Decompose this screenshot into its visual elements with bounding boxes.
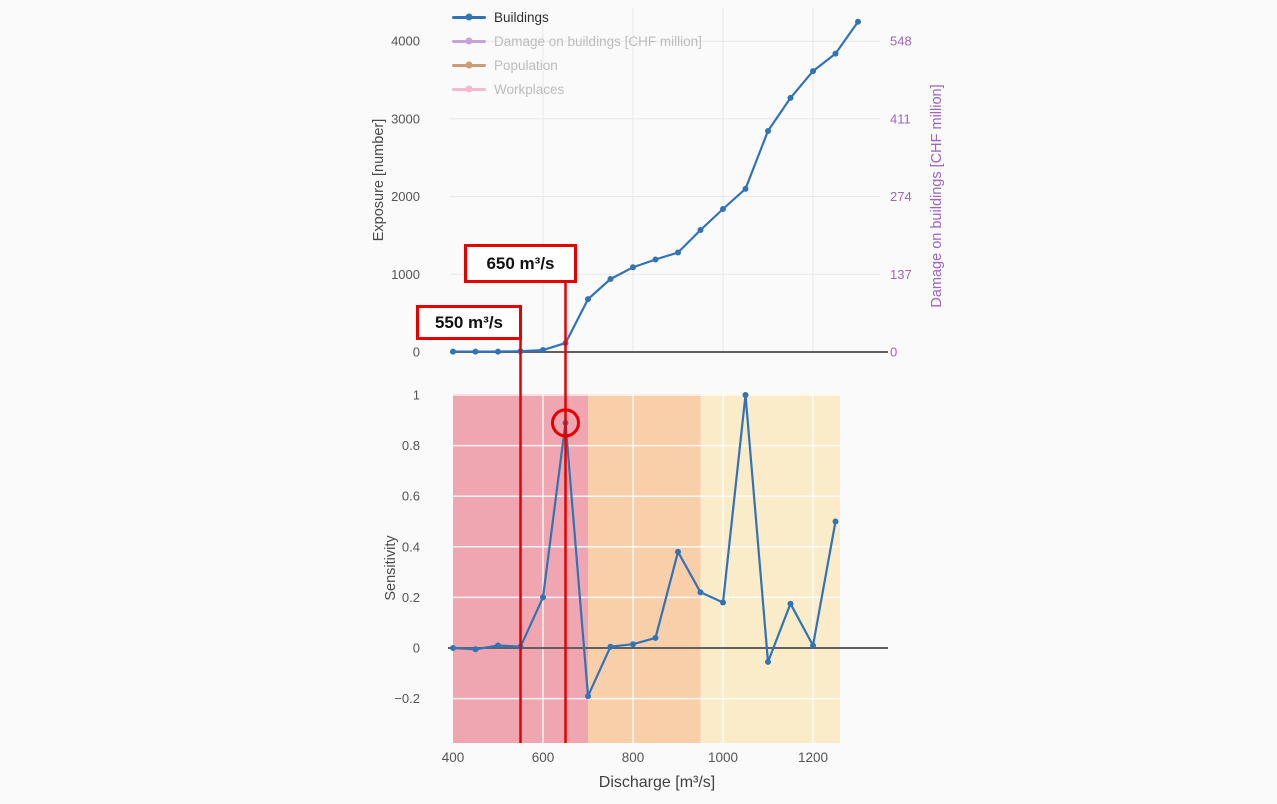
top-right-tick-label: 274 [890,189,912,204]
top-right-tick-label: 411 [890,111,911,126]
sensitivity-marker [473,646,479,652]
top-right-tick-label: 0 [890,345,897,360]
buildings-marker [473,349,479,355]
buildings-marker [495,349,501,355]
bottom-y-tick-label: 1 [413,388,420,403]
sensitivity-dashboard: 0 0 1000 137 2000 274 3000 411 4000 548 −0.2 0 0.2 0.… [0,0,1277,804]
sensitivity-marker [743,392,749,398]
buildings-marker [765,128,771,134]
legend-label: Workplaces [494,82,564,97]
sensitivity-marker [833,519,839,525]
buildings-marker [720,206,726,212]
sensitivity-marker [788,601,794,607]
sensitivity-marker [653,635,659,641]
legend-item-workplaces[interactable]: Workplaces [452,77,702,101]
buildings-marker [743,186,749,192]
x-tick-label: 600 [532,750,555,765]
sensitivity-marker [630,641,636,647]
top-y2-axis-title: Damage on buildings [CHF million] [929,84,945,307]
sensitivity-marker [540,594,546,600]
top-left-tick-label: 1000 [391,267,420,282]
sensitivity-marker [720,599,726,605]
legend-label: Damage on buildings [CHF million] [494,34,702,49]
top-left-tick-label: 4000 [391,34,420,49]
sensitivity-marker [698,589,704,595]
sensitivity-marker [675,549,681,555]
buildings-marker [833,51,839,57]
legend-item-damage-on-buildings-chf-million[interactable]: Damage on buildings [CHF million] [452,29,702,53]
buildings-marker [585,296,591,302]
buildings-marker [450,349,456,355]
bottom-y-tick-label: 0.2 [402,590,420,605]
sensitivity-marker [608,644,614,650]
top-left-tick-label: 3000 [391,111,420,126]
legend-line-marker-icon [452,60,486,70]
top-y-axis-title: Exposure [number] [371,119,387,242]
threshold-label-550: 550 m³/s [416,305,522,340]
threshold-label-650: 650 m³/s [464,244,577,283]
x-tick-label: 800 [622,750,645,765]
legend-label: Population [494,58,558,73]
legend-line-marker-icon [452,84,486,94]
buildings-marker [810,68,816,74]
x-axis-title: Discharge [m³/s] [599,774,715,792]
sensitivity-marker [765,659,771,665]
legend-label: Buildings [494,10,549,25]
buildings-marker [540,347,546,353]
x-tick-label: 1000 [708,750,738,765]
bottom-y-tick-label: 0.4 [402,539,420,554]
x-tick-label: 1200 [798,750,828,765]
legend-item-population[interactable]: Population [452,53,702,77]
buildings-marker [675,250,681,256]
x-tick-label: 400 [442,750,465,765]
sensitivity-marker [495,642,501,648]
charts-svg: 0 0 1000 137 2000 274 3000 411 4000 548 −0.2 0 0.2 0.… [0,0,1277,804]
buildings-marker [855,19,861,25]
top-left-tick-label: 0 [413,345,420,360]
chart-legend: Buildings Damage on buildings [CHF millio… [452,5,702,101]
bottom-y-axis-title: Sensitivity [383,535,399,600]
buildings-marker [653,257,659,263]
sensitivity-marker [585,693,591,699]
top-right-tick-label: 548 [890,34,912,49]
bottom-y-tick-label: −0.2 [394,691,420,706]
sensitivity-marker [450,645,456,651]
bottom-y-tick-label: 0.8 [402,438,420,453]
sensitivity-marker [810,642,816,648]
legend-item-buildings[interactable]: Buildings [452,5,702,29]
buildings-marker [698,227,704,233]
legend-line-marker-icon [452,36,486,46]
bottom-y-tick-label: 0.6 [402,489,420,504]
bottom-y-tick-label: 0 [413,641,420,656]
legend-line-marker-icon [452,12,486,22]
buildings-marker [608,276,614,282]
top-right-tick-label: 137 [890,267,912,282]
buildings-marker [630,264,636,270]
buildings-marker [788,95,794,101]
top-left-tick-label: 2000 [391,189,420,204]
